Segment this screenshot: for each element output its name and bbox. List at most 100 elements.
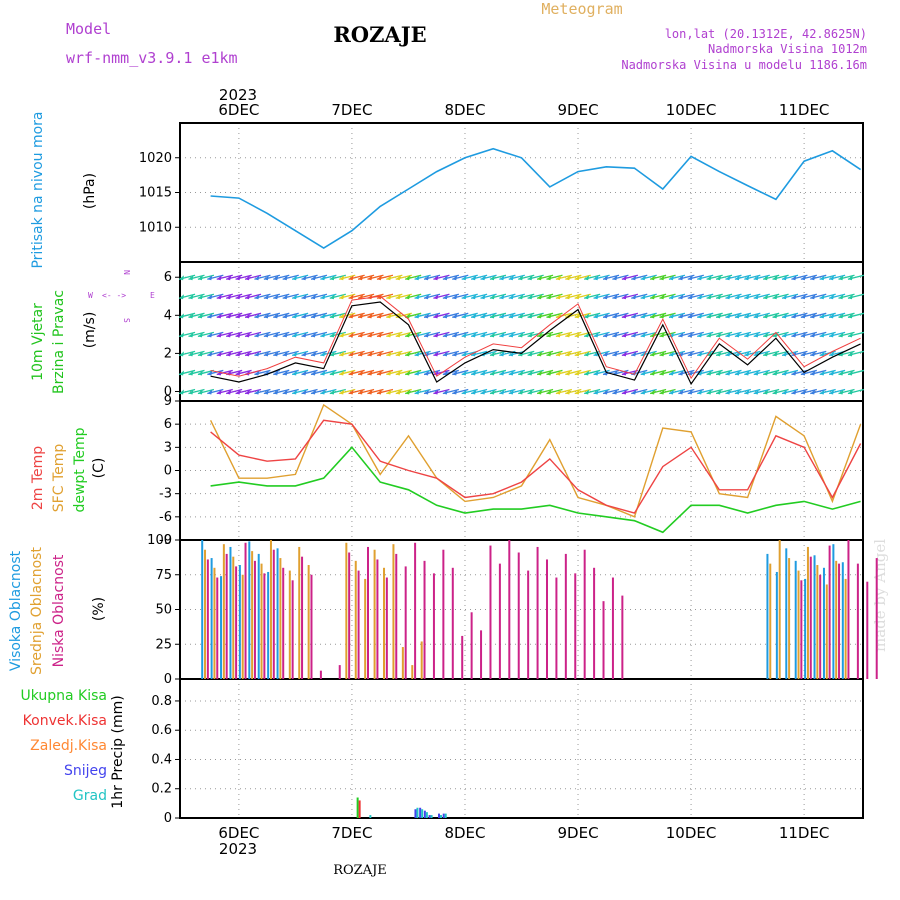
- wind-arrowhead-334: [621, 294, 627, 300]
- wind-arrowhead-501: [847, 313, 853, 319]
- wind-arrowhead-102: [310, 313, 316, 319]
- wind-arrowhead-324: [612, 351, 618, 357]
- wind-arrowhead-22: [207, 370, 213, 376]
- wind-arrowhead-420: [744, 389, 750, 395]
- wind-arrowhead-174: [405, 275, 411, 281]
- wind-arrowhead-200: [442, 313, 448, 319]
- wind-arrowhead-340: [631, 313, 637, 319]
- wind-arrowhead-49: [245, 389, 251, 395]
- wind-arrowhead-178: [414, 332, 420, 338]
- cloud-bar-0-1-1: [238, 565, 241, 679]
- wind-arrowhead-111: [320, 275, 326, 281]
- wind-arrowhead-77: [282, 389, 288, 395]
- wind-arrowhead-250: [508, 294, 514, 300]
- wind-arrowhead-78: [282, 370, 288, 376]
- ytick-label-4-1: 0.2: [151, 782, 172, 797]
- wind-arrowhead-296: [574, 351, 580, 357]
- wind-arrowhead-253: [518, 370, 524, 376]
- wind-arrowhead-168: [405, 389, 411, 395]
- cloud-bar-1-21-1: [806, 546, 809, 679]
- wind-arrowhead-456: [791, 370, 797, 376]
- ytick-label-3-4: 100: [147, 533, 172, 548]
- wind-arrowhead-195: [433, 275, 439, 281]
- precip-bar-2-4: [416, 807, 419, 818]
- cloud-bar-0-21-0: [794, 560, 797, 679]
- ytick-label-3-3: 75: [155, 568, 172, 583]
- wind-arrowhead-435: [763, 370, 769, 376]
- wind-arrowhead-46: [235, 313, 241, 319]
- wind-arrowhead-259: [527, 389, 533, 395]
- wind-title-2: Brzina i Pravac: [51, 290, 67, 394]
- ytick-label-2-3: 0: [164, 464, 172, 479]
- pressure-title: Pritisak na nivou mora: [30, 111, 46, 268]
- wind-arrowhead-465: [800, 332, 806, 338]
- wind-arrowhead-193: [433, 313, 439, 319]
- wind-arrowhead-431: [753, 313, 759, 319]
- ytick-label-4-3: 0.6: [151, 723, 172, 738]
- cloud-bar-2-10-1: [498, 563, 501, 679]
- wind-arrowhead-202: [442, 275, 448, 281]
- cloud-bar-0-1-0: [229, 546, 232, 679]
- wind-arrowhead-374: [678, 332, 684, 338]
- cloud-bar-1-3-2: [307, 565, 310, 679]
- wind-arrowhead-298: [574, 313, 580, 319]
- wind-arrowhead-380: [687, 351, 693, 357]
- cloud-bar-2-8-1: [442, 549, 445, 679]
- wind-arrowhead-159: [386, 294, 392, 300]
- wind-arrowhead-241: [499, 332, 505, 338]
- wind-arrowhead-439: [763, 294, 769, 300]
- wind-arrowhead-110: [320, 294, 326, 300]
- wind-arrowhead-482: [819, 275, 825, 281]
- panel-frame-4: [179, 678, 864, 819]
- wind-arrowhead-392: [706, 389, 712, 395]
- precip-bar-0-0: [356, 797, 359, 818]
- wind-arrowhead-18: [197, 313, 203, 319]
- ytick-label-2-2: -3: [159, 487, 172, 502]
- cloud-bar-1-7-0: [401, 647, 404, 679]
- wind-speed-line: [210, 301, 861, 386]
- wind-arrowhead-184: [424, 351, 430, 357]
- wind-legend-w: W: [88, 291, 93, 300]
- cloud-bar-0-0-0: [201, 540, 204, 679]
- wind-arrowhead-288: [565, 370, 571, 376]
- wind-arrowhead-351: [650, 370, 656, 376]
- wind-arrowhead-313: [593, 294, 599, 300]
- cloud-bar-2-21-2: [819, 574, 822, 679]
- wind-arrowhead-94: [301, 332, 307, 338]
- wind-arrowhead-183: [424, 370, 430, 376]
- wind-arrowhead-60: [254, 313, 260, 319]
- wind-arrowhead-143: [367, 332, 373, 338]
- wind-arrowhead-362: [659, 294, 665, 300]
- wind-arrowhead-234: [489, 332, 495, 338]
- wind-arrowhead-246: [508, 370, 514, 376]
- wind-arrowhead-445: [772, 313, 778, 319]
- wind-arrowhead-175: [414, 389, 420, 395]
- wind-arrowhead-87: [292, 332, 298, 338]
- wind-arrowhead-76: [273, 275, 279, 281]
- cloud-bar-2-22-1: [838, 563, 841, 679]
- wind-arrowhead-245: [508, 389, 514, 395]
- wind-arrowhead-299: [574, 294, 580, 300]
- wind-arrowhead-63: [263, 389, 269, 395]
- ytick-label-1-0: 0: [164, 384, 172, 399]
- wind-arrowhead-377: [678, 275, 684, 281]
- wind-arrowhead-333: [621, 313, 627, 319]
- cloud-bar-2-12-2: [564, 553, 567, 679]
- temp-line-sfc: [209, 403, 862, 518]
- wind-arrowhead-432: [753, 294, 759, 300]
- wind-arrowhead-38: [226, 332, 232, 338]
- wind-arrowhead-292: [565, 294, 571, 300]
- wind-arrowhead-347: [640, 313, 646, 319]
- wind-arrowhead-267: [537, 370, 543, 376]
- wind-arrowhead-180: [414, 294, 420, 300]
- wind-arrowhead-71: [273, 370, 279, 376]
- wind-arrowhead-416: [734, 332, 740, 338]
- wind-arrowhead-279: [546, 275, 552, 281]
- cloud-bar-2-0-0: [206, 559, 209, 679]
- wind-arrowhead-258: [518, 275, 524, 281]
- wind-arrowhead-100: [310, 351, 316, 357]
- wind-arrowhead-448: [781, 389, 787, 395]
- cloud-bar-0-0-2: [220, 576, 223, 679]
- wind-arrowhead-262: [527, 332, 533, 338]
- wind-arrowhead-190: [433, 370, 439, 376]
